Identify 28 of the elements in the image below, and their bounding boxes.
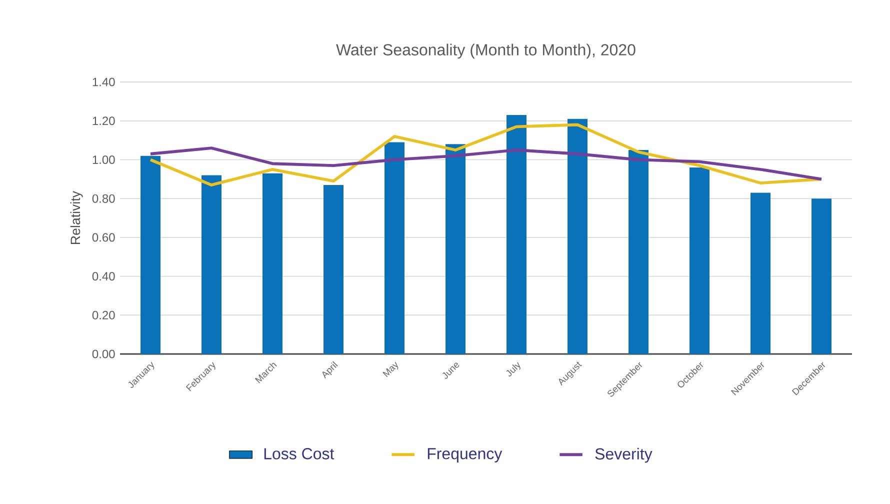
y-tick-label: 1.00 bbox=[92, 155, 115, 164]
legend-label: Severity bbox=[595, 448, 652, 463]
y-tick-label: 0.00 bbox=[92, 350, 115, 358]
y-tick-label: 0.60 bbox=[92, 233, 115, 242]
y-axis-title: Relativity bbox=[70, 190, 83, 244]
y-tick-label: 1.40 bbox=[92, 78, 115, 86]
legend-label: Frequency bbox=[428, 448, 502, 462]
x-tick-label: May bbox=[382, 362, 398, 378]
bar bbox=[262, 173, 282, 354]
bar bbox=[324, 184, 344, 354]
bar bbox=[628, 150, 648, 354]
y-tick-label: 0.40 bbox=[92, 272, 115, 281]
bar bbox=[506, 115, 526, 354]
y-tick-label: 1.20 bbox=[92, 116, 115, 126]
bar bbox=[750, 192, 771, 354]
bar bbox=[446, 144, 466, 354]
line-series bbox=[149, 146, 823, 181]
x-tick-label: July bbox=[506, 362, 520, 376]
chart-title: Water Seasonality (Month to Month), 2020 bbox=[336, 44, 636, 59]
legend-label: Loss Cost bbox=[264, 448, 334, 460]
y-tick-label: 0.80 bbox=[92, 194, 115, 203]
bar bbox=[384, 142, 405, 354]
y-tick-label: 0.20 bbox=[92, 310, 115, 320]
bar bbox=[202, 175, 222, 354]
bar bbox=[140, 156, 160, 354]
bar bbox=[568, 118, 588, 354]
bar bbox=[812, 198, 832, 354]
bar bbox=[690, 167, 710, 354]
